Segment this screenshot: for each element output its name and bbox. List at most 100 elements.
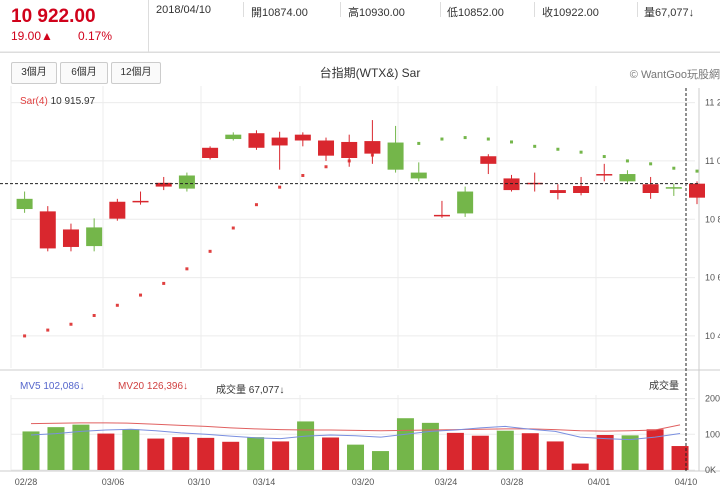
candle-series (16, 120, 705, 252)
volume-bar (396, 418, 414, 470)
volume-tick-label: 100K (705, 429, 720, 439)
candle-body (318, 140, 335, 156)
candle-body (39, 211, 56, 249)
volume-bar (97, 433, 115, 470)
volume-bar (172, 437, 190, 470)
price-change-pct: 0.17% (78, 29, 113, 43)
quote-separator (534, 2, 535, 17)
candle-body (16, 198, 33, 210)
sar-legend-value: 10 915.97 (50, 96, 96, 107)
x-tick-label: 03/14 (253, 477, 276, 487)
grid (0, 51, 720, 472)
volume-bar (122, 429, 140, 470)
volume-bar (571, 463, 589, 470)
sar-dot (649, 162, 653, 166)
x-tick-label: 02/28 (15, 477, 38, 487)
sar-dot (440, 137, 444, 141)
candle-body (387, 142, 404, 170)
candle-body (689, 183, 705, 198)
sar-dot (533, 144, 537, 148)
volume-bar (197, 437, 215, 470)
volume-bar (421, 422, 439, 470)
sar-dot (417, 141, 421, 145)
volume-bar (596, 435, 614, 470)
sar-legend: Sar(4) 10 915.97 (20, 96, 95, 107)
mv20-line (30, 422, 681, 432)
sar-dot (672, 166, 676, 170)
y-tick-label: 10 400 (705, 331, 720, 341)
candle-body (433, 214, 450, 217)
quote-separator (243, 2, 244, 17)
sar-dot (695, 169, 699, 173)
candle-body (109, 201, 126, 219)
last-price: 10 922.00 (11, 6, 96, 27)
quote-open: 開10874.00 (251, 7, 308, 19)
y-tick-label: 11 200 (705, 98, 720, 108)
sar-dot (579, 150, 583, 154)
sar-dot (185, 267, 189, 271)
volume-tick-label: 0K (705, 465, 716, 475)
quote-date: 2018/04/10 (156, 4, 212, 16)
mv5-line (30, 425, 681, 441)
axes: 11 200 11 000 10 800 10 600 10 400 200K 100K 0K… (0, 88, 720, 487)
volume-bar (347, 444, 365, 470)
volume-bar (471, 435, 489, 470)
sar-series (23, 136, 699, 338)
sar-dot (231, 226, 235, 230)
sar-dot (92, 314, 96, 317)
quote-high: 高10930.00 (348, 7, 405, 19)
y-tick-label: 10 600 (705, 273, 720, 283)
volume-bar (297, 421, 315, 470)
volume-bar (47, 427, 65, 470)
mv20-legend: MV20 126,396↓ (118, 381, 189, 392)
candle-body (480, 156, 497, 164)
candle-body (526, 182, 543, 185)
candle-body (642, 184, 659, 193)
range-3m-button[interactable]: 3個月 (11, 62, 57, 84)
sar-dot (139, 293, 143, 297)
price-change: 19.00▲ (11, 29, 53, 43)
quote-separator (637, 2, 638, 17)
volume-bar (446, 432, 464, 470)
y-tick-label: 11 000 (705, 156, 720, 166)
range-12m-button[interactable]: 12個月 (111, 62, 161, 84)
volume-bar (322, 437, 340, 470)
volume-bar (371, 451, 389, 470)
x-tick-label: 03/28 (501, 477, 524, 487)
chart-title: 台指期(WTX&) Sar (319, 66, 421, 80)
volume-bar (22, 431, 40, 470)
x-tick-label: 03/10 (188, 477, 211, 487)
volume-bar (247, 437, 265, 470)
sar-dot (278, 185, 282, 189)
candle-body (225, 134, 242, 140)
volume-bar (147, 438, 165, 470)
watermark: © WantGoo玩股網 (629, 69, 720, 81)
range-6m-button[interactable]: 6個月 (60, 62, 108, 84)
volume-bar (671, 446, 689, 470)
quote-separator (340, 2, 341, 17)
volume-bar (222, 441, 240, 470)
candle-body (665, 187, 682, 189)
sar-dot (324, 165, 328, 169)
sar-legend-label: Sar(4) (20, 96, 48, 107)
sar-dot (625, 159, 629, 163)
sar-dot (115, 303, 119, 307)
quote-bar: 10 922.00 19.00▲ 0.17% 2018/04/10 開10874… (0, 0, 720, 53)
candle-body (573, 186, 590, 193)
candle-body (503, 178, 520, 191)
candle-body (62, 229, 79, 247)
sar-dot (254, 203, 258, 207)
sar-dot (69, 322, 73, 326)
x-tick-label: 03/06 (102, 477, 125, 487)
quote-close: 收10922.00 (542, 7, 599, 19)
volume-series (22, 418, 689, 470)
candle-body (619, 174, 636, 182)
candle-body (178, 175, 195, 189)
sar-dot (463, 136, 467, 140)
volume-legend: 成交量 67,077↓ (216, 385, 285, 396)
candle-body (202, 147, 219, 158)
candle-body (549, 190, 566, 193)
price-box: 10 922.00 19.00▲ 0.17% (0, 0, 149, 52)
volume-bar (621, 435, 639, 470)
